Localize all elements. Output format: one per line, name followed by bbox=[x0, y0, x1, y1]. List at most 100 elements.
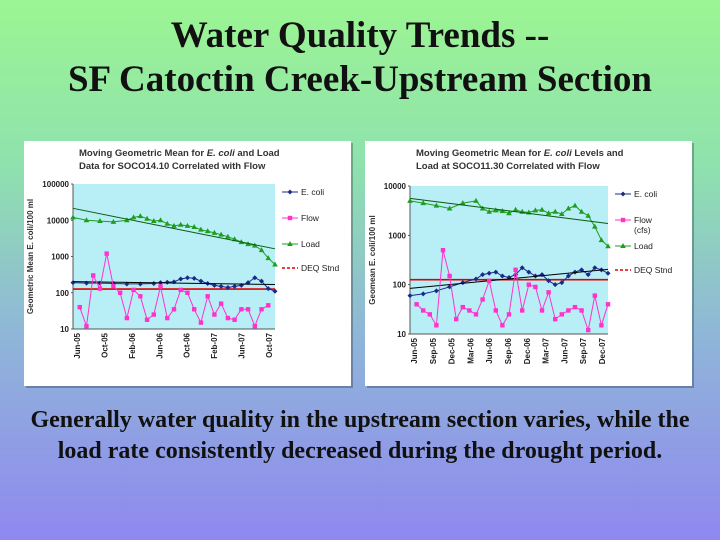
chart0-flow-point bbox=[104, 251, 109, 256]
chart1-legend-marker bbox=[620, 191, 626, 197]
slide-title-line-2: SF Catoctin Creek-Upstream Section bbox=[67, 59, 653, 100]
chart0-flow-point bbox=[171, 307, 177, 312]
chart1-flow-point bbox=[566, 308, 571, 313]
chart0-load-point bbox=[198, 226, 204, 232]
chart1-flow-point bbox=[434, 323, 439, 328]
chart0-flow-point bbox=[259, 307, 264, 312]
chart1-x-tick-label: Jun-06 bbox=[485, 337, 494, 363]
chart0-ecoli-point bbox=[178, 276, 184, 282]
chart0-flow-point bbox=[232, 317, 237, 322]
chart0-load-point bbox=[225, 233, 231, 239]
chart0-y-tick-label: 100 bbox=[56, 289, 70, 298]
chart0-legend-label: Load bbox=[301, 239, 320, 249]
chart1-load-point bbox=[552, 208, 558, 214]
chart0-flow-point bbox=[144, 317, 150, 322]
chart1-ecoli-point bbox=[473, 276, 479, 282]
chart0-x-tick-label: Feb-07 bbox=[210, 332, 219, 358]
chart0-load-point bbox=[272, 261, 278, 267]
chart1-load-point bbox=[493, 207, 499, 213]
chart1-x-tick-label: Jun-05 bbox=[410, 337, 419, 363]
chart0-x-tick-label: Oct-07 bbox=[265, 332, 274, 357]
chart0-flow-point bbox=[198, 320, 204, 325]
chart0-legend-marker bbox=[287, 215, 293, 221]
chart1-x-tick-label: Dec-06 bbox=[523, 337, 532, 364]
chart0-title-italic: E. coli bbox=[207, 148, 235, 159]
chart0-load-point bbox=[171, 222, 177, 228]
chart0-flow-point bbox=[91, 273, 96, 278]
chart0-legend-marker bbox=[287, 189, 293, 195]
chart1-ecoli-point bbox=[559, 280, 565, 286]
chart1-load-point bbox=[512, 206, 519, 212]
chart0-load-point bbox=[265, 255, 272, 261]
chart0-flow-point bbox=[158, 284, 163, 289]
chart1-flow-point bbox=[533, 284, 538, 290]
chart0-legend-label: DEQ Stnd bbox=[301, 263, 340, 273]
chart1-y-tick-label: 1000 bbox=[388, 231, 406, 240]
chart1-load-point bbox=[578, 208, 585, 214]
chart0-ecoli-point bbox=[151, 280, 157, 286]
chart0-flow-point bbox=[111, 284, 116, 289]
chart0-title-part-b: and Load bbox=[235, 148, 280, 159]
chart0-load-point bbox=[177, 221, 184, 227]
chart1-flow-point bbox=[454, 316, 459, 322]
chart1-x-tick-label: Sep-05 bbox=[429, 337, 438, 364]
chart1-legend-label-cont: (cfs) bbox=[634, 225, 651, 235]
chart0-flow-point bbox=[131, 287, 136, 293]
chart1-flow-point bbox=[599, 323, 604, 328]
chart0-flow-point bbox=[252, 323, 257, 329]
chart0-ecoli-point bbox=[259, 278, 265, 284]
chart0-x-tick-label: Jun-07 bbox=[238, 332, 247, 358]
chart1-title-part-b: Levels and bbox=[572, 148, 624, 159]
chart0-flow-point bbox=[117, 290, 123, 295]
chart0-load-point bbox=[130, 214, 137, 220]
chart0-ecoli-point bbox=[245, 280, 251, 286]
chart0-legend-marker bbox=[287, 241, 293, 246]
chart1-legend-label: DEQ Stnd bbox=[634, 265, 673, 275]
chart1-flow-point bbox=[493, 308, 498, 313]
chart0-flow-point bbox=[218, 301, 224, 306]
chart0-ecoli-point bbox=[184, 275, 190, 281]
chart0-ecoli-point bbox=[191, 275, 197, 281]
chart0-load-point bbox=[258, 247, 265, 253]
chart0-load-point bbox=[204, 228, 211, 234]
chart1-trend-line bbox=[409, 268, 609, 289]
chart0-ecoli-point bbox=[164, 279, 170, 285]
chart1-y-tick-label: 100 bbox=[393, 281, 407, 290]
chart0-flow-point bbox=[212, 312, 217, 317]
chart1-flow-point bbox=[427, 312, 432, 317]
chart1-flow-point bbox=[487, 278, 492, 283]
chart0-x-tick-label: Oct-05 bbox=[100, 332, 109, 357]
chart1-ecoli-point bbox=[407, 293, 413, 299]
chart1-flow-point bbox=[539, 308, 545, 313]
chart1-load-point bbox=[572, 202, 578, 208]
slide-title-line-1: Water Quality Trends -- bbox=[170, 15, 550, 56]
chart1-flow-point bbox=[579, 308, 584, 313]
chart1-ecoli-point bbox=[433, 288, 439, 294]
slide-title: Water Quality Trends -- SF Catoctin Cree… bbox=[0, 14, 720, 102]
chart1-load-point bbox=[532, 207, 539, 213]
chart1-ecoli-point bbox=[552, 282, 558, 288]
chart1-x-tick-label: Sep-06 bbox=[504, 337, 513, 364]
chart1-x-tick-label: Dec-07 bbox=[598, 337, 607, 364]
chart1-ecoli-point bbox=[565, 273, 571, 279]
chart1-flow-point bbox=[500, 323, 505, 328]
chart0-y-tick-label: 10 bbox=[60, 325, 69, 334]
chart1-ecoli-point bbox=[546, 278, 552, 284]
chart1-ecoli-point bbox=[526, 269, 532, 275]
chart0-flow-point bbox=[245, 307, 251, 312]
chart0-flow-point bbox=[185, 290, 190, 295]
chart0-x-tick-label: Oct-06 bbox=[183, 332, 192, 357]
chart0-flow-point bbox=[165, 315, 170, 321]
chart1-ecoli-point bbox=[486, 270, 492, 276]
chart1-x-tick-label: Mar-07 bbox=[542, 337, 551, 363]
chart0-ecoli-point bbox=[272, 288, 278, 294]
chart0-load-point bbox=[110, 218, 117, 224]
chart1-flow-point bbox=[586, 327, 591, 333]
chart0-flow-point bbox=[138, 294, 143, 299]
chart0-load-point bbox=[124, 217, 130, 223]
chart0-plot-area bbox=[73, 184, 275, 329]
chart1-x-tick-label: Jun-07 bbox=[560, 337, 569, 363]
chart1-load-point bbox=[486, 208, 492, 214]
chart1-flow-point bbox=[513, 267, 518, 273]
chart0-ecoli-point bbox=[218, 283, 224, 289]
